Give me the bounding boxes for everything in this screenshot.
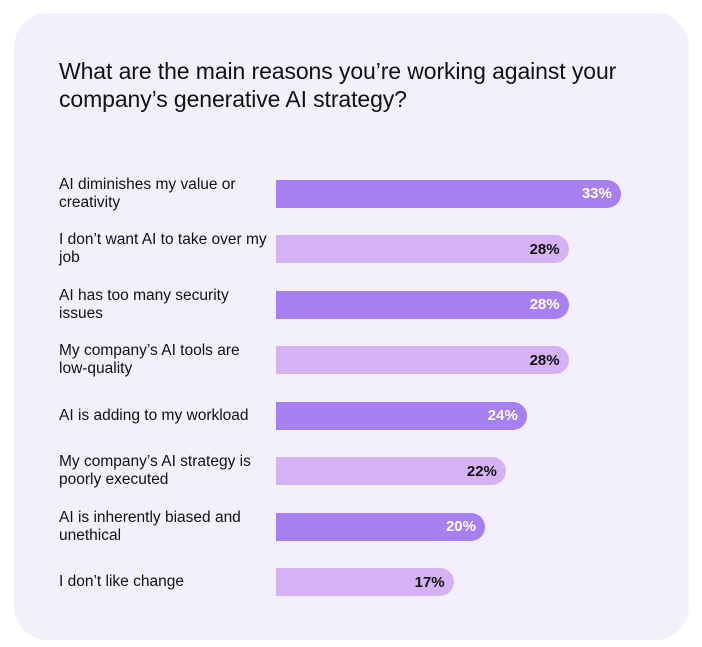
bar-rows: AI diminishes my value or creativity 33% I… xyxy=(59,166,679,610)
category-label: My company’s AI strategy is poorly execu… xyxy=(59,453,251,489)
category-label: I don’t like change xyxy=(59,573,184,591)
bar: 24% xyxy=(276,401,527,430)
bar: 20% xyxy=(276,512,485,541)
bar-row: I don’t like change 17% xyxy=(59,555,679,611)
value-label: 24% xyxy=(487,407,518,425)
bar-row: AI is inherently biased and unethical 20% xyxy=(59,499,679,555)
bar: 28% xyxy=(276,235,569,264)
bar: 33% xyxy=(276,179,621,208)
value-label: 28% xyxy=(529,351,560,369)
bar-row: My company’s AI tools are low-quality 28% xyxy=(59,333,679,389)
value-label: 33% xyxy=(581,185,612,203)
bar: 22% xyxy=(276,457,506,486)
value-label: 28% xyxy=(529,240,560,258)
value-label: 20% xyxy=(445,518,476,536)
chart-card: What are the main reasons you’re working… xyxy=(14,13,689,640)
bar: 28% xyxy=(276,346,569,375)
bar: 17% xyxy=(276,568,454,597)
bar-row: AI is adding to my workload 24% xyxy=(59,388,679,444)
category-label: My company’s AI tools are low-quality xyxy=(59,342,240,378)
category-label: I don’t want AI to take over my job xyxy=(59,231,267,267)
bar: 28% xyxy=(276,290,569,319)
bar-row: AI diminishes my value or creativity 33% xyxy=(59,166,679,222)
category-label: AI diminishes my value or creativity xyxy=(59,175,236,211)
category-label: AI has too many security issues xyxy=(59,286,229,322)
value-label: 28% xyxy=(529,296,560,314)
bar-row: My company’s AI strategy is poorly execu… xyxy=(59,444,679,500)
value-label: 22% xyxy=(466,462,497,480)
category-label: AI is inherently biased and unethical xyxy=(59,508,241,544)
chart-title: What are the main reasons you’re working… xyxy=(59,58,617,112)
bar-row: I don’t want AI to take over my job 28% xyxy=(59,222,679,278)
category-label: AI is adding to my workload xyxy=(59,406,249,424)
bar-row: AI has too many security issues 28% xyxy=(59,277,679,333)
value-label: 17% xyxy=(414,573,445,591)
